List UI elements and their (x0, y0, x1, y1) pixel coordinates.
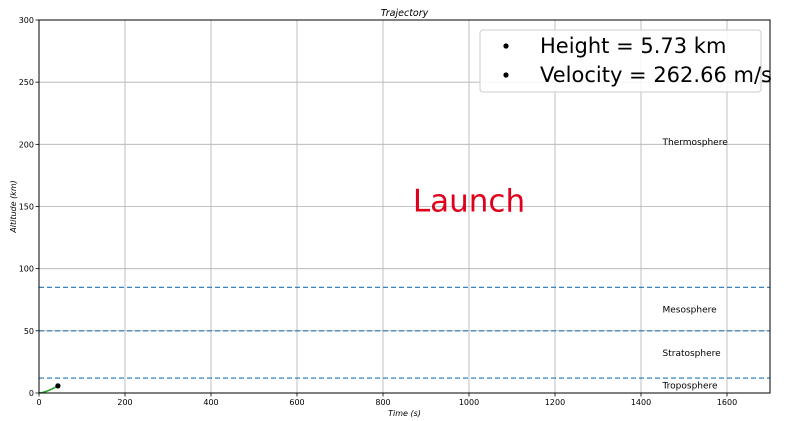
atmosphere-layer-label: Stratosphere (663, 349, 722, 359)
y-tick-label: 100 (19, 265, 34, 274)
legend-box (479, 29, 762, 93)
y-tick-label: 50 (24, 327, 34, 336)
trajectory-series (38, 383, 61, 394)
y-tick-label: 200 (19, 140, 34, 149)
atmosphere-layer-label: Mesosphere (663, 306, 718, 316)
launch-status-text: Launch (413, 183, 525, 219)
y-tick-label: 0 (29, 389, 34, 398)
x-tick-label: 1400 (631, 398, 651, 407)
legend-marker (503, 72, 509, 78)
x-tick-label: 600 (289, 398, 304, 407)
atmosphere-layer-labels: Troposphere Stratosphere Mesosphere Thermos… (662, 138, 729, 392)
y-tick-label: 250 (19, 78, 34, 87)
y-tick-label: 150 (19, 203, 34, 212)
x-tick-label: 800 (375, 398, 390, 407)
trajectory-line (38, 385, 59, 394)
y-axis-ticks: 0 50 100 150 200 250 300 (19, 16, 39, 398)
legend-entry-label: Velocity = 262.66 m/s (540, 63, 772, 87)
atmosphere-layer-label: Thermosphere (662, 138, 729, 148)
atmosphere-layer-label: Troposphere (662, 382, 719, 392)
y-axis-label: Altitude (km) (9, 180, 18, 233)
y-tick-label: 300 (19, 16, 34, 25)
legend-entry-label: Height = 5.73 km (540, 34, 726, 58)
x-tick-label: 0 (36, 398, 41, 407)
x-tick-label: 400 (203, 398, 218, 407)
x-axis-label: Time (s) (388, 409, 421, 418)
x-axis-ticks: 0 200 400 600 800 1000 1200 1400 1600 (36, 393, 737, 407)
x-tick-label: 1600 (717, 398, 737, 407)
chart-title: Trajectory (381, 8, 429, 19)
legend-marker (503, 43, 509, 49)
x-tick-label: 1200 (545, 398, 565, 407)
atmosphere-boundaries (39, 286, 770, 379)
x-tick-label: 200 (117, 398, 132, 407)
x-tick-label: 1000 (459, 398, 479, 407)
current-position-marker (55, 383, 61, 389)
legend: Height = 5.73 km Velocity = 262.66 m/s (479, 29, 772, 93)
